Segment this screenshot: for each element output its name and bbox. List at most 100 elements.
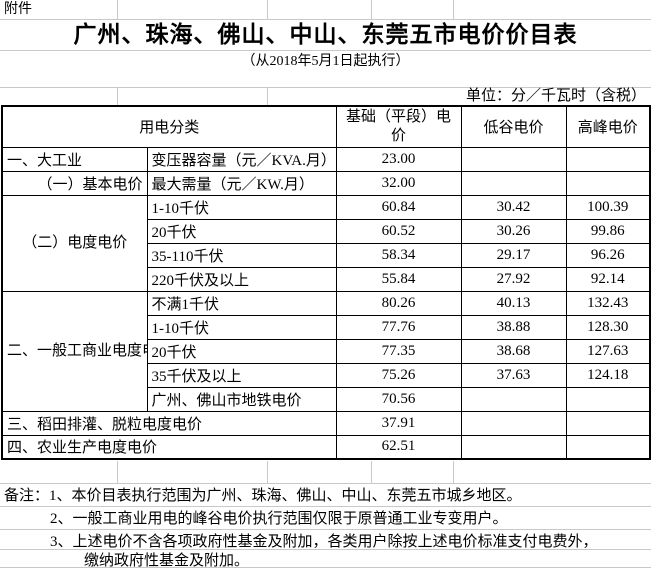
item-cell: 220千伏及以上: [146, 266, 337, 292]
effective-date-subtitle: （从2018年5月1日起执行）: [241, 54, 410, 69]
table-header-row: 用电分类 基础（平段）电价 低谷电价 高峰电价: [1, 105, 651, 148]
peak-price-cell: 124.18: [565, 362, 651, 388]
price-table: 用电分类 基础（平段）电价 低谷电价 高峰电价 一、大工业 变压器容量（元／KV…: [1, 105, 651, 460]
valley-price-cell: 37.63: [460, 362, 567, 388]
grid-line-v: [453, 461, 454, 483]
category-cell: （一）基本电价: [1, 170, 148, 196]
grid-line-v: [371, 461, 372, 483]
grid-line-h: [0, 87, 651, 88]
peak-price-cell: [565, 170, 651, 196]
table-row: 四、农业生产电度电价 62.51: [1, 434, 651, 460]
category-cell: 三、稻田排灌、脱粒电度电价: [1, 410, 337, 436]
peak-price-cell: [565, 146, 651, 172]
note-line-1: 备注：1、本价目表执行范围为广州、珠海、佛山、中山、东莞五市城乡地区。: [4, 488, 522, 504]
grid-line-v: [117, 461, 118, 483]
item-cell: 变压器容量（元／KVA.月）: [146, 146, 337, 172]
table-row: 三、稻田排灌、脱粒电度电价 37.91: [1, 410, 651, 436]
valley-price-cell: 38.68: [460, 338, 567, 364]
peak-price-cell: 127.63: [565, 338, 651, 364]
grid-line-v: [117, 87, 118, 105]
peak-price-cell: 100.39: [565, 194, 651, 220]
valley-price-cell: 27.92: [460, 266, 567, 292]
peak-price-cell: [565, 386, 651, 412]
peak-price-cell: [565, 434, 651, 460]
table-row: 220千伏及以上 55.84 27.92 92.14: [2, 266, 651, 292]
valley-price-cell: [460, 146, 567, 172]
note-line-3: 3、上述电价不含各项政府性基金及附加，各类用户除按上述电价标准支付电费外，: [50, 534, 598, 550]
valley-price-cell: 30.42: [460, 194, 567, 220]
valley-price-cell: 40.13: [460, 290, 567, 316]
valley-price-cell: 30.26: [460, 218, 567, 244]
valley-price-cell: 29.17: [460, 242, 567, 268]
item-cell: 最大需量（元／KW.月）: [146, 170, 337, 196]
peak-price-cell: 132.43: [565, 290, 651, 316]
category-cell: 二、一般工商业电度电价: [1, 290, 148, 412]
table-row: 二、一般工商业电度电价 不满1千伏 80.26 40.13 132.43: [1, 290, 651, 412]
base-price-cell: 37.91: [335, 410, 462, 436]
base-price-cell: 23.00: [335, 146, 462, 172]
grid-line-v: [117, 0, 118, 19]
header-base-price-text: 基础（平段）电价: [346, 108, 452, 144]
table-row: （一）基本电价 最大需量（元／KW.月） 32.00: [1, 170, 651, 196]
grid-line-v: [267, 87, 268, 105]
item-cell: 1-10千伏: [146, 314, 337, 340]
table-row: 20千伏 77.35 38.68 127.63: [2, 338, 651, 364]
valley-price-cell: [460, 434, 567, 460]
grid-line-h: [0, 567, 651, 568]
base-price-cell: 75.26: [335, 362, 462, 388]
base-price-cell: 32.00: [335, 170, 462, 196]
category-cell: （二）电度电价: [1, 194, 148, 292]
note-line-4: 缴纳政府性基金及附加。: [84, 553, 250, 569]
peak-price-cell: 92.14: [565, 266, 651, 292]
grid-line-v: [267, 0, 268, 19]
base-price-cell: 60.52: [335, 218, 462, 244]
peak-price-cell: 96.26: [565, 242, 651, 268]
header-classification: 用电分类: [1, 105, 337, 148]
category-cell: 一、大工业: [1, 146, 148, 172]
base-price-cell: 77.35: [335, 338, 462, 364]
grid-line-h: [0, 529, 651, 530]
header-base-price: 基础（平段）电价: [335, 105, 462, 148]
valley-price-cell: 38.88: [460, 314, 567, 340]
header-peak-price: 高峰电价: [565, 105, 651, 148]
item-cell: 35千伏及以上: [146, 362, 337, 388]
base-price-cell: 70.56: [335, 386, 462, 412]
table-row: 35-110千伏 58.34 29.17 96.26: [2, 242, 651, 268]
peak-price-cell: 99.86: [565, 218, 651, 244]
table-row: 一、大工业 变压器容量（元／KVA.月） 23.00: [1, 146, 651, 172]
valley-price-cell: [460, 170, 567, 196]
item-cell: 20千伏: [146, 218, 337, 244]
grid-line-h: [0, 549, 651, 550]
grid-line-v: [453, 0, 454, 19]
item-cell: 1-10千伏: [146, 194, 337, 220]
peak-price-cell: 128.30: [565, 314, 651, 340]
peak-price-cell: [565, 410, 651, 436]
table-row: 20千伏 60.52 30.26 99.86: [2, 218, 651, 244]
item-cell: 35-110千伏: [146, 242, 337, 268]
category-cell: 四、农业生产电度电价: [1, 434, 337, 460]
grid-line-h: [0, 483, 651, 484]
grid-line-h: [0, 19, 651, 20]
header-valley-price: 低谷电价: [460, 105, 567, 148]
table-row: 广州、佛山市地铁电价 70.56: [2, 386, 651, 412]
valley-price-cell: [460, 386, 567, 412]
grid-line-v: [267, 461, 268, 483]
base-price-cell: 55.84: [335, 266, 462, 292]
grid-line-h: [0, 506, 651, 507]
page-title: 广州、珠海、佛山、中山、东莞五市电价价目表: [73, 21, 578, 47]
attachment-label: 附件: [4, 2, 32, 17]
item-cell: 不满1千伏: [146, 290, 337, 316]
unit-note: 单位：分／千瓦时（含税）: [465, 88, 646, 104]
grid-line-v: [371, 0, 372, 19]
base-price-cell: 77.76: [335, 314, 462, 340]
note-line-2: 2、一般工商业用电的峰谷电价执行范围仅限于原普通工业专变用户。: [50, 511, 508, 527]
table-row: （二）电度电价 1-10千伏 60.84 30.42 100.39: [1, 194, 651, 292]
valley-price-cell: [460, 410, 567, 436]
item-cell: 20千伏: [146, 338, 337, 364]
base-price-cell: 62.51: [335, 434, 462, 460]
base-price-cell: 80.26: [335, 290, 462, 316]
grid-line-h: [0, 50, 651, 51]
base-price-cell: 60.84: [335, 194, 462, 220]
item-cell: 广州、佛山市地铁电价: [146, 386, 337, 412]
